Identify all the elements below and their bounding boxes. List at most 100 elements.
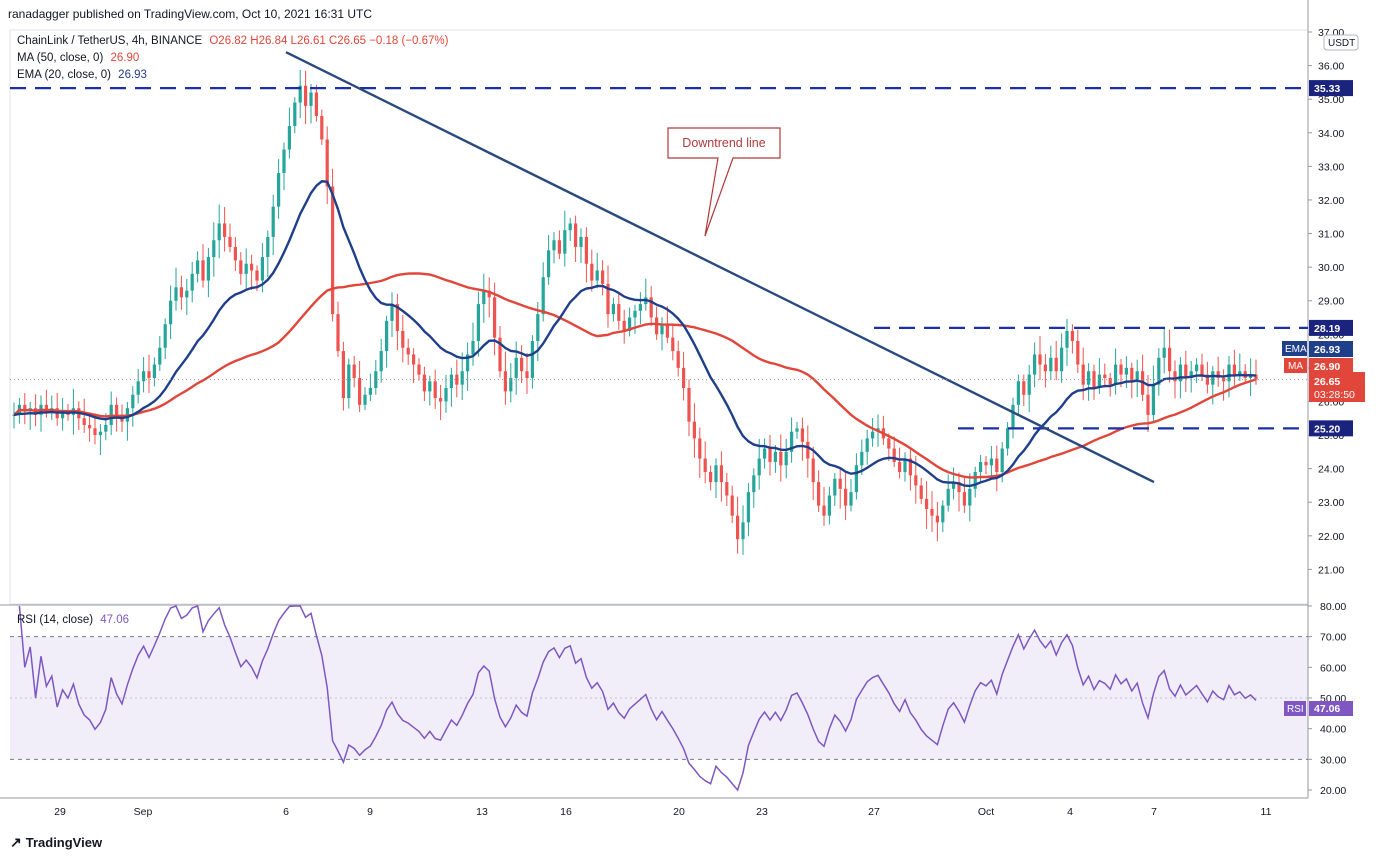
candle-body: [730, 495, 734, 516]
candle-body: [282, 149, 286, 174]
candle-body: [185, 290, 189, 298]
candle-body: [357, 377, 362, 405]
rsi-tick-label: 60.00: [1320, 662, 1346, 674]
candle-body: [1130, 367, 1134, 382]
level-35-badge: 35.33: [1314, 83, 1340, 95]
candle-body: [347, 364, 351, 399]
candle-body: [60, 411, 65, 419]
candle-body: [600, 270, 605, 284]
candle-body: [114, 404, 119, 415]
candle-body: [255, 270, 259, 281]
candle-body: [627, 317, 632, 331]
candle-body: [617, 304, 621, 321]
candle-body: [406, 347, 410, 355]
rsi-tick-label: 80.00: [1320, 601, 1346, 613]
tradingview-logo-icon: ↗: [10, 834, 22, 850]
ma-label: MA (50, close, 0): [17, 52, 104, 64]
candle-body: [363, 394, 367, 405]
candle-body: [849, 492, 853, 506]
rsi-label: RSI (14, close): [17, 614, 94, 626]
rsi-line: [18, 605, 1257, 792]
candle-body: [860, 451, 864, 466]
candle-body: [568, 223, 572, 231]
candle-body: [438, 398, 443, 402]
candle-body: [190, 273, 194, 291]
candle-body: [1097, 374, 1102, 389]
candle-body: [1200, 364, 1204, 375]
candle-body: [141, 371, 146, 382]
candle-body: [217, 223, 221, 241]
candle-body: [444, 388, 448, 402]
time-tick-label: Oct: [978, 806, 994, 818]
candle-body: [303, 85, 308, 106]
downtrend-callout-text: Downtrend line: [682, 136, 765, 150]
level-25-badge-bg: [1309, 420, 1353, 437]
ema-price-badge-bg: [1309, 341, 1353, 357]
candle-body: [266, 236, 270, 258]
candle-body: [973, 472, 977, 489]
candle-body: [579, 236, 583, 247]
candle-body: [708, 472, 713, 483]
candle-body: [330, 186, 335, 315]
candle-body: [887, 438, 891, 449]
candle-body: [1238, 371, 1242, 375]
price-tick-label: 21.00: [1318, 564, 1344, 576]
tradingview-logo[interactable]: ↗ TradingView: [10, 834, 102, 851]
price-tick-label: 23.00: [1318, 497, 1344, 509]
candle-body: [584, 236, 589, 264]
candle-body: [1178, 364, 1183, 382]
candle-body: [460, 371, 464, 385]
candle-body: [1054, 357, 1058, 372]
candle-body: [212, 240, 216, 258]
candle-body: [752, 475, 756, 493]
candle-body: [374, 371, 378, 389]
candle-body: [595, 270, 599, 281]
ma-tag: MA: [1288, 361, 1303, 372]
candle-body: [789, 431, 794, 452]
time-tick-label: 27: [868, 806, 880, 818]
candle-body: [228, 236, 232, 247]
candle-body: [546, 250, 551, 278]
candle-body: [298, 85, 302, 103]
candle-body: [622, 320, 626, 331]
candle-body: [1216, 371, 1220, 378]
candle-body: [476, 304, 481, 342]
candle-body: [1059, 347, 1064, 372]
last-price-badge-bg: [1309, 372, 1365, 402]
ema20-line: [13, 180, 1257, 488]
candle-body: [768, 448, 772, 462]
candle-body: [287, 126, 292, 150]
candle-body: [1157, 357, 1161, 385]
candle-body: [174, 287, 178, 301]
candle-body: [1108, 377, 1112, 385]
candle-body: [870, 431, 875, 439]
candle-body: [930, 508, 934, 516]
candle-body: [314, 92, 319, 116]
downtrend-line: [285, 51, 1155, 484]
price-tick-label: 31.00: [1318, 229, 1344, 241]
candle-body: [957, 482, 961, 493]
candle-body: [104, 424, 108, 432]
time-tick-label: 20: [673, 806, 685, 818]
rsi-legend: RSI (14, close) 47.06: [17, 614, 129, 626]
candle-body: [152, 364, 157, 378]
candle-body: [665, 324, 670, 338]
candle-body: [984, 461, 988, 466]
price-tick-label: 34.00: [1318, 128, 1344, 140]
candle-body: [179, 287, 184, 298]
candle-body: [1032, 354, 1037, 375]
candle-body: [827, 495, 832, 516]
candle-body: [1124, 367, 1129, 375]
candle-body: [271, 206, 275, 237]
candle-body: [530, 341, 535, 378]
candle-body: [136, 381, 140, 395]
candle-body: [1070, 330, 1075, 342]
rsi-tick-label: 40.00: [1320, 724, 1346, 736]
candle-body: [638, 304, 643, 311]
candle-body: [833, 478, 837, 496]
candle-body: [1232, 364, 1237, 375]
candle-body: [784, 451, 788, 466]
candle-body: [1005, 428, 1010, 449]
candle-body: [536, 314, 540, 342]
